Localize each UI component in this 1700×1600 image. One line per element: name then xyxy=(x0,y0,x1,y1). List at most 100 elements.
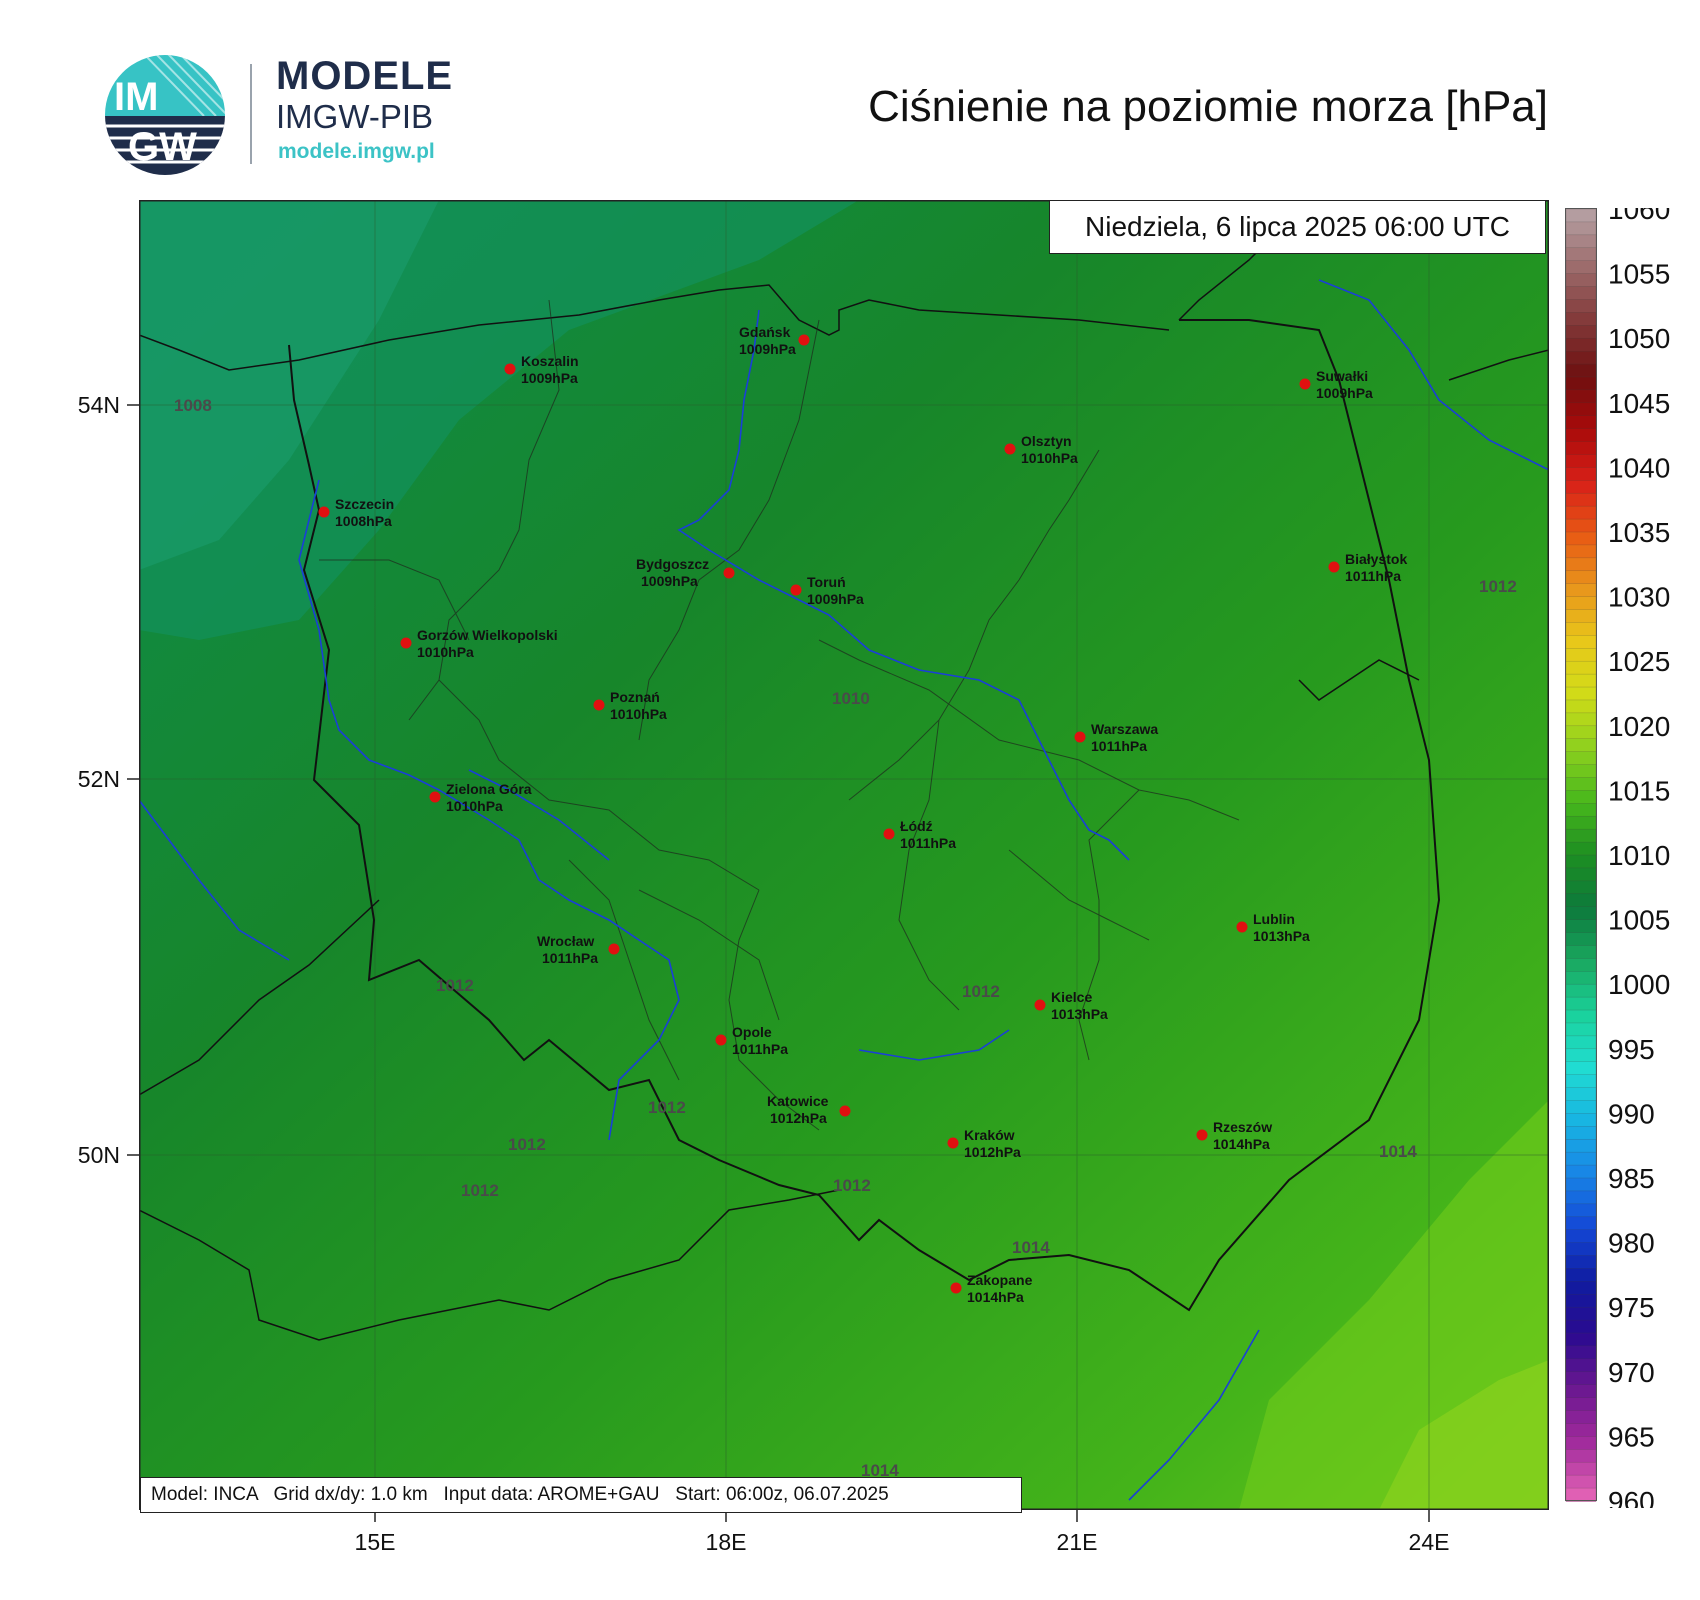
city-marker-wroclaw[interactable]: Wrocław 1011hPa xyxy=(537,933,620,966)
city-marker-bydgoszcz[interactable]: Bydgoszcz 1009hPa xyxy=(636,556,735,589)
city-marker-poznan[interactable]: Poznań 1010hPa xyxy=(593,689,668,722)
lat-axis: 54N 52N 50N xyxy=(78,392,139,1168)
pressure-map: 1008 1010 1012 1012 1012 1012 1012 1012 … xyxy=(139,200,1549,1550)
city-marker-koszalin[interactable]: Koszalin 1009hPa xyxy=(504,353,579,386)
colorbar-swatch xyxy=(1565,932,1597,947)
city-marker-kielce[interactable]: Kielce 1013hPa xyxy=(1034,989,1109,1022)
colorbar-swatch xyxy=(1565,1294,1597,1309)
city-value: 1011hPa xyxy=(732,1041,788,1057)
colorbar-swatch xyxy=(1565,1164,1597,1179)
colorbar-swatch xyxy=(1565,1242,1597,1257)
imgw-logo: IM GW MODELE IMGW-PIB modele.imgw.pl xyxy=(100,52,460,182)
city-marker-zielona-gora[interactable]: Zielona Góra 1010hPa xyxy=(429,781,532,814)
city-marker-gorzow-wielkopolski[interactable]: Gorzów Wielkopolski 1010hPa xyxy=(400,627,558,660)
colorbar-swatch xyxy=(1565,208,1597,223)
colorbar-swatch xyxy=(1565,337,1597,352)
colorbar-swatch xyxy=(1565,867,1597,882)
city-value: 1009hPa xyxy=(521,370,578,386)
colorbar-swatch xyxy=(1565,480,1597,495)
contour-label: 1012 xyxy=(436,976,474,995)
colorbar-swatch xyxy=(1565,686,1597,701)
contour-label: 1012 xyxy=(508,1135,546,1154)
colorbar-swatch xyxy=(1565,376,1597,391)
city-name: Zielona Góra xyxy=(446,781,532,797)
city-name: Łódź xyxy=(900,818,933,834)
city-marker-lodz[interactable]: Łódź 1011hPa xyxy=(883,818,957,851)
contour-labels: 1008 1010 1012 1012 1012 1012 1012 1012 … xyxy=(174,396,1517,1480)
city-name: Bydgoszcz xyxy=(636,556,709,572)
city-value: 1010hPa xyxy=(446,798,503,814)
colorbar-swatch xyxy=(1565,247,1597,262)
city-marker-zakopane[interactable]: Zakopane 1014hPa xyxy=(950,1272,1033,1305)
colorbar-swatch xyxy=(1565,958,1597,973)
model-info-box: Model: INCA Grid dx/dy: 1.0 km Input dat… xyxy=(140,1477,1022,1513)
city-value: 1014hPa xyxy=(1213,1136,1270,1152)
colorbar-labels: 1060 1055 1050 1045 1040 1035 1030 1025 1020 1015… xyxy=(1608,208,1670,1508)
city-marker-krakow[interactable]: Kraków 1012hPa xyxy=(947,1127,1022,1160)
colorbar-swatch xyxy=(1565,841,1597,856)
colorbar: 1060 1055 1050 1045 1040 1035 1030 1025 1020 1015… xyxy=(1565,208,1670,1508)
colorbar-swatch xyxy=(1565,389,1597,404)
colorbar-swatch xyxy=(1565,945,1597,960)
highest-pressure-area xyxy=(1379,1360,1549,1510)
colorbar-tick-label: 1030 xyxy=(1608,582,1670,613)
colorbar-swatch xyxy=(1565,467,1597,482)
colorbar-swatch xyxy=(1565,1436,1597,1451)
city-name: Zakopane xyxy=(967,1272,1033,1288)
city-name: Toruń xyxy=(807,574,846,590)
city-marker-rzeszow[interactable]: Rzeszów 1014hPa xyxy=(1196,1119,1273,1152)
colorbar-swatch xyxy=(1565,1268,1597,1283)
colorbar-swatch xyxy=(1565,1384,1597,1399)
colorbar-swatch xyxy=(1565,828,1597,843)
colorbar-swatch xyxy=(1565,1087,1597,1102)
lat-tick-label: 50N xyxy=(78,1142,120,1168)
city-markers: Gdańsk 1009hPa Koszalin 1009hPa Suwałki … xyxy=(318,324,1408,1305)
city-marker-bialystok[interactable]: Białystok 1011hPa xyxy=(1328,551,1408,584)
colorbar-swatch xyxy=(1565,363,1597,378)
colorbar-tick-label: 1005 xyxy=(1608,905,1670,936)
city-name: Białystok xyxy=(1345,551,1407,567)
colorbar-swatch xyxy=(1565,815,1597,831)
city-marker-torun[interactable]: Toruń 1009hPa xyxy=(790,574,865,607)
colorbar-swatch xyxy=(1565,1009,1597,1024)
city-value: 1012hPa xyxy=(964,1144,1021,1160)
contour-label: 1010 xyxy=(832,689,870,708)
colorbar-swatch xyxy=(1565,1048,1597,1063)
colorbar-swatch xyxy=(1565,1332,1597,1347)
city-marker-katowice[interactable]: Katowice 1012hPa xyxy=(767,1093,851,1126)
city-name: Olsztyn xyxy=(1021,433,1072,449)
logo-title: MODELE xyxy=(276,54,454,98)
colorbar-swatch xyxy=(1565,635,1597,650)
colorbar-swatch xyxy=(1565,325,1597,340)
city-marker-lublin[interactable]: Lublin 1013hPa xyxy=(1236,911,1311,944)
city-marker-warszawa[interactable]: Warszawa 1011hPa xyxy=(1074,721,1159,754)
city-marker-gdansk[interactable]: Gdańsk 1009hPa xyxy=(739,324,810,357)
city-marker-opole[interactable]: Opole 1011hPa xyxy=(715,1024,789,1057)
colorbar-tick-label: 960 xyxy=(1608,1486,1655,1508)
colorbar-swatch xyxy=(1565,1203,1597,1218)
contour-label: 1008 xyxy=(174,396,212,415)
colorbar-swatch xyxy=(1565,441,1597,456)
colorbar-swatch xyxy=(1565,983,1597,998)
logo-subtitle: IMGW-PIB xyxy=(276,98,434,135)
city-name: Szczecin xyxy=(335,496,394,512)
colorbar-tick-label: 1040 xyxy=(1608,452,1670,483)
colorbar-swatch xyxy=(1565,622,1597,637)
city-marker-suwalki[interactable]: Suwałki 1009hPa xyxy=(1299,368,1374,401)
lat-tick-label: 52N xyxy=(78,766,120,792)
colorbar-swatch xyxy=(1565,1074,1597,1089)
colorbar-swatch xyxy=(1565,1177,1597,1192)
colorbar-swatch xyxy=(1565,764,1597,779)
colorbar-swatch xyxy=(1565,919,1597,934)
city-name: Gorzów Wielkopolski xyxy=(417,627,558,643)
city-marker-szczecin[interactable]: Szczecin 1008hPa xyxy=(318,496,395,529)
state-border-west xyxy=(139,899,840,1341)
colorbar-swatch xyxy=(1565,286,1597,301)
colorbar-swatch xyxy=(1565,557,1597,572)
colorbar-tick-label: 1050 xyxy=(1608,323,1670,354)
city-marker-olsztyn[interactable]: Olsztyn 1010hPa xyxy=(1004,433,1079,466)
colorbar-swatch xyxy=(1565,1022,1597,1037)
colorbar-swatch xyxy=(1565,312,1597,327)
city-name: Kielce xyxy=(1051,989,1092,1005)
colorbar-swatch xyxy=(1565,1358,1597,1373)
